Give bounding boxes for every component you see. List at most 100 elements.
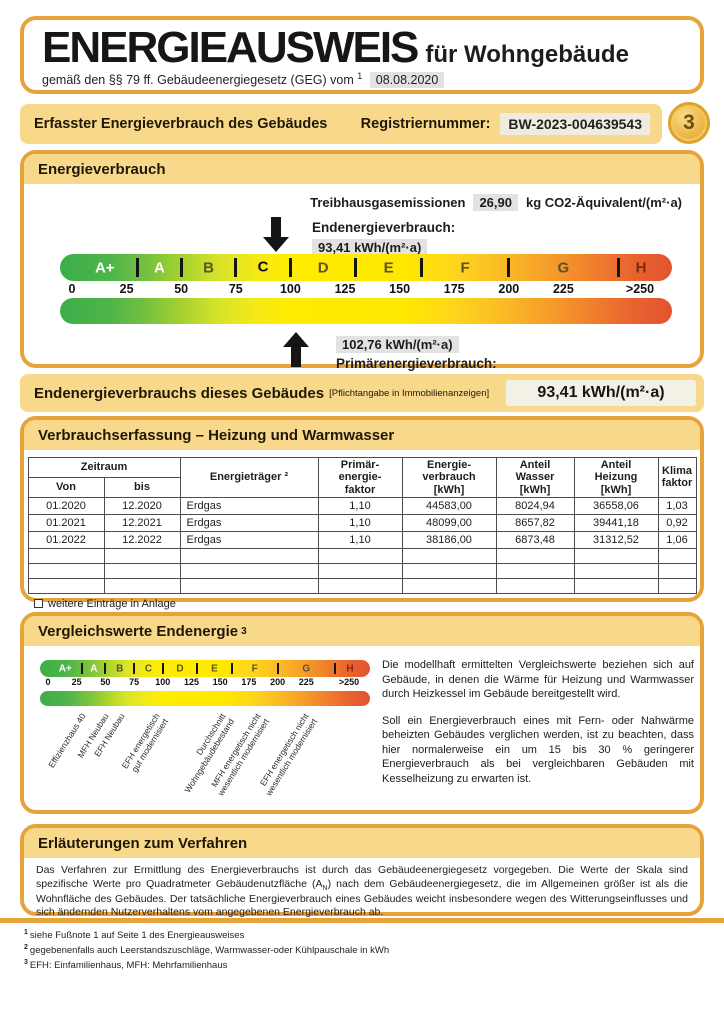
table-empty-cell [27, 577, 105, 594]
table-empty-row [27, 577, 697, 594]
section-title-strip: Energieverbrauch [24, 154, 700, 184]
scale-tick-125: 125 [183, 677, 200, 687]
table-empty-cell [401, 577, 497, 594]
table-empty-cell [657, 547, 697, 564]
arrow-head-down-icon [263, 237, 289, 252]
arrow-head-up-icon [283, 332, 310, 347]
footnote-text: gegebenenfalls auch Leerstandszuschläge,… [29, 945, 390, 957]
scale-band-C: C [144, 663, 153, 674]
col-energietraeger: Energieträger ² [179, 457, 319, 498]
ghg-emissions-row: Treibhausgasemissionen 26,90 kg CO2-Äqui… [310, 194, 682, 211]
scale-band-A+: A+ [58, 663, 72, 674]
table-row: 01.2020 12.2020 Erdgas 1,10 44583,00 8024,94 3… [27, 496, 697, 515]
page-number-badge: 3 [668, 102, 710, 144]
scale-band-G: G [557, 259, 570, 276]
table-empty-cell [317, 562, 403, 579]
scale-tick-175: 175 [241, 677, 257, 687]
arrow-stem [271, 217, 281, 237]
scale-band-H: H [346, 663, 354, 674]
final-energy-label: Endenergieverbrauch: [312, 220, 456, 235]
scale-tick-75: 75 [129, 677, 140, 687]
table-cell: Erdgas [179, 530, 319, 549]
footnote-number: 1 [24, 929, 28, 936]
table-cell: 1,10 [317, 496, 403, 515]
col-von: Von [27, 476, 105, 498]
table-cell: 01.2020 [27, 496, 105, 515]
band-divider [161, 662, 164, 675]
table-cell: 12.2021 [103, 513, 181, 532]
footnote: 1 siehe Fußnote 1 auf Seite 1 des Energie… [24, 928, 389, 943]
band-divider [136, 258, 140, 277]
scale-band-F: F [251, 663, 258, 674]
more-entries-label: weitere Einträge in Anlage [48, 597, 176, 610]
footnote-ref-1: 1 [357, 71, 363, 81]
scale-tick-50: 50 [100, 677, 111, 687]
comparison-values-section: Vergleichswerte Endenergie 3 A+ A B C D E F G H … [20, 612, 704, 814]
table-empty-cell [657, 577, 697, 594]
table-cell: 1,10 [317, 530, 403, 549]
section-title: Energieverbrauch [38, 160, 166, 178]
footnote-number: 2 [24, 943, 28, 951]
comparison-scale-gradient-bar [40, 691, 370, 706]
band-divider [616, 258, 620, 277]
law-reference-line: gemäß den §§ 79 ff. Gebäudeenergiegesetz… [42, 71, 700, 89]
band-divider [133, 662, 136, 675]
energy-rating-scale: A+ A B C D E F G H 0 25 50 75 100 125 150 175 200 225 >250 [60, 254, 672, 324]
table-cell: 8657,82 [495, 513, 575, 532]
table-body: 01.2020 12.2020 Erdgas 1,10 44583,00 8024,94 3… [27, 496, 697, 594]
table-cell: 8024,94 [495, 496, 575, 515]
table-empty-cell [179, 547, 319, 564]
more-entries-checkbox[interactable] [34, 599, 43, 609]
table-row: 01.2022 12.2022 Erdgas 1,10 38186,00 6873,48 3… [27, 530, 697, 549]
footnote: 3 EFH: Einfamilienhaus, MFH: Mehrfamilien… [24, 958, 389, 973]
band-divider [334, 662, 336, 675]
energy-scale-band-bar: A+ A B C D E F G H [60, 254, 672, 281]
table-empty-cell [495, 577, 575, 594]
footnotes-list: 1 siehe Fußnote 1 auf Seite 1 des Energie… [24, 928, 389, 973]
section-title-strip: Erläuterungen zum Verfahren [24, 828, 700, 858]
registration-bar: Erfasster Energieverbrauch des Gebäudes … [20, 104, 662, 144]
table-empty-cell [27, 547, 105, 564]
comparison-paragraph-1: Die modellhaft ermittelten Vergleichswer… [382, 659, 694, 701]
registration-number-label: Registriernummer: [360, 116, 491, 132]
scale-tick-200: 200 [498, 282, 520, 296]
scale-band-B: B [203, 259, 214, 276]
scale-tick->250: >250 [338, 677, 360, 687]
table-row: 01.2021 12.2021 Erdgas 1,10 48099,00 8657,82 3… [27, 513, 697, 532]
ghg-value-chip: 26,90 [473, 194, 518, 211]
scale-band-E: E [211, 663, 218, 674]
procedure-section: Erläuterungen zum Verfahren Das Verfahre… [20, 824, 704, 919]
table-cell: Erdgas [179, 513, 319, 532]
table-cell: 48099,00 [401, 513, 497, 532]
table-empty-cell [317, 577, 403, 594]
scale-tick-175: 175 [443, 282, 465, 296]
band-divider [276, 662, 279, 675]
energy-scale-gradient-bar [60, 298, 672, 324]
table-cell: 01.2022 [27, 530, 105, 549]
band-divider [507, 258, 511, 277]
scale-tick-100: 100 [279, 282, 301, 296]
col-anteil-heizung: Anteil Heizung [kWh] [573, 457, 659, 498]
scale-tick-0: 0 [45, 677, 51, 687]
scale-band-C: C [257, 258, 269, 276]
table-empty-cell [495, 562, 575, 579]
final-energy-marker-arrow-icon [263, 217, 289, 252]
ghg-unit: kg CO2-Äquivalent/(m²·a) [525, 195, 682, 210]
scale-tick->250: >250 [625, 282, 655, 296]
table-cell: 38186,00 [401, 530, 497, 549]
section-label: Erfasster Energieverbrauch des Gebäudes [34, 116, 328, 132]
procedure-text-part2: ) nach dem Gebäudeenergiegesetz, die im … [36, 877, 689, 919]
section-title: Verbrauchserfassung – Heizung und Warmwa… [38, 426, 395, 444]
band-divider [234, 258, 238, 277]
footnote-number: 3 [24, 958, 28, 966]
scale-band-A: A [153, 259, 165, 276]
table-empty-cell [317, 547, 403, 564]
section-title-strip: Verbrauchserfassung – Heizung und Warmwa… [24, 420, 700, 450]
law-text: gemäß den §§ 79 ff. Gebäudeenergiegesetz… [42, 73, 354, 88]
scale-tick-125: 125 [334, 282, 356, 296]
scale-band-G: G [302, 663, 311, 674]
table-cell: 1,03 [657, 496, 697, 515]
table-empty-cell [573, 562, 659, 579]
scale-tick-50: 50 [174, 282, 189, 296]
table-empty-cell [573, 577, 659, 594]
